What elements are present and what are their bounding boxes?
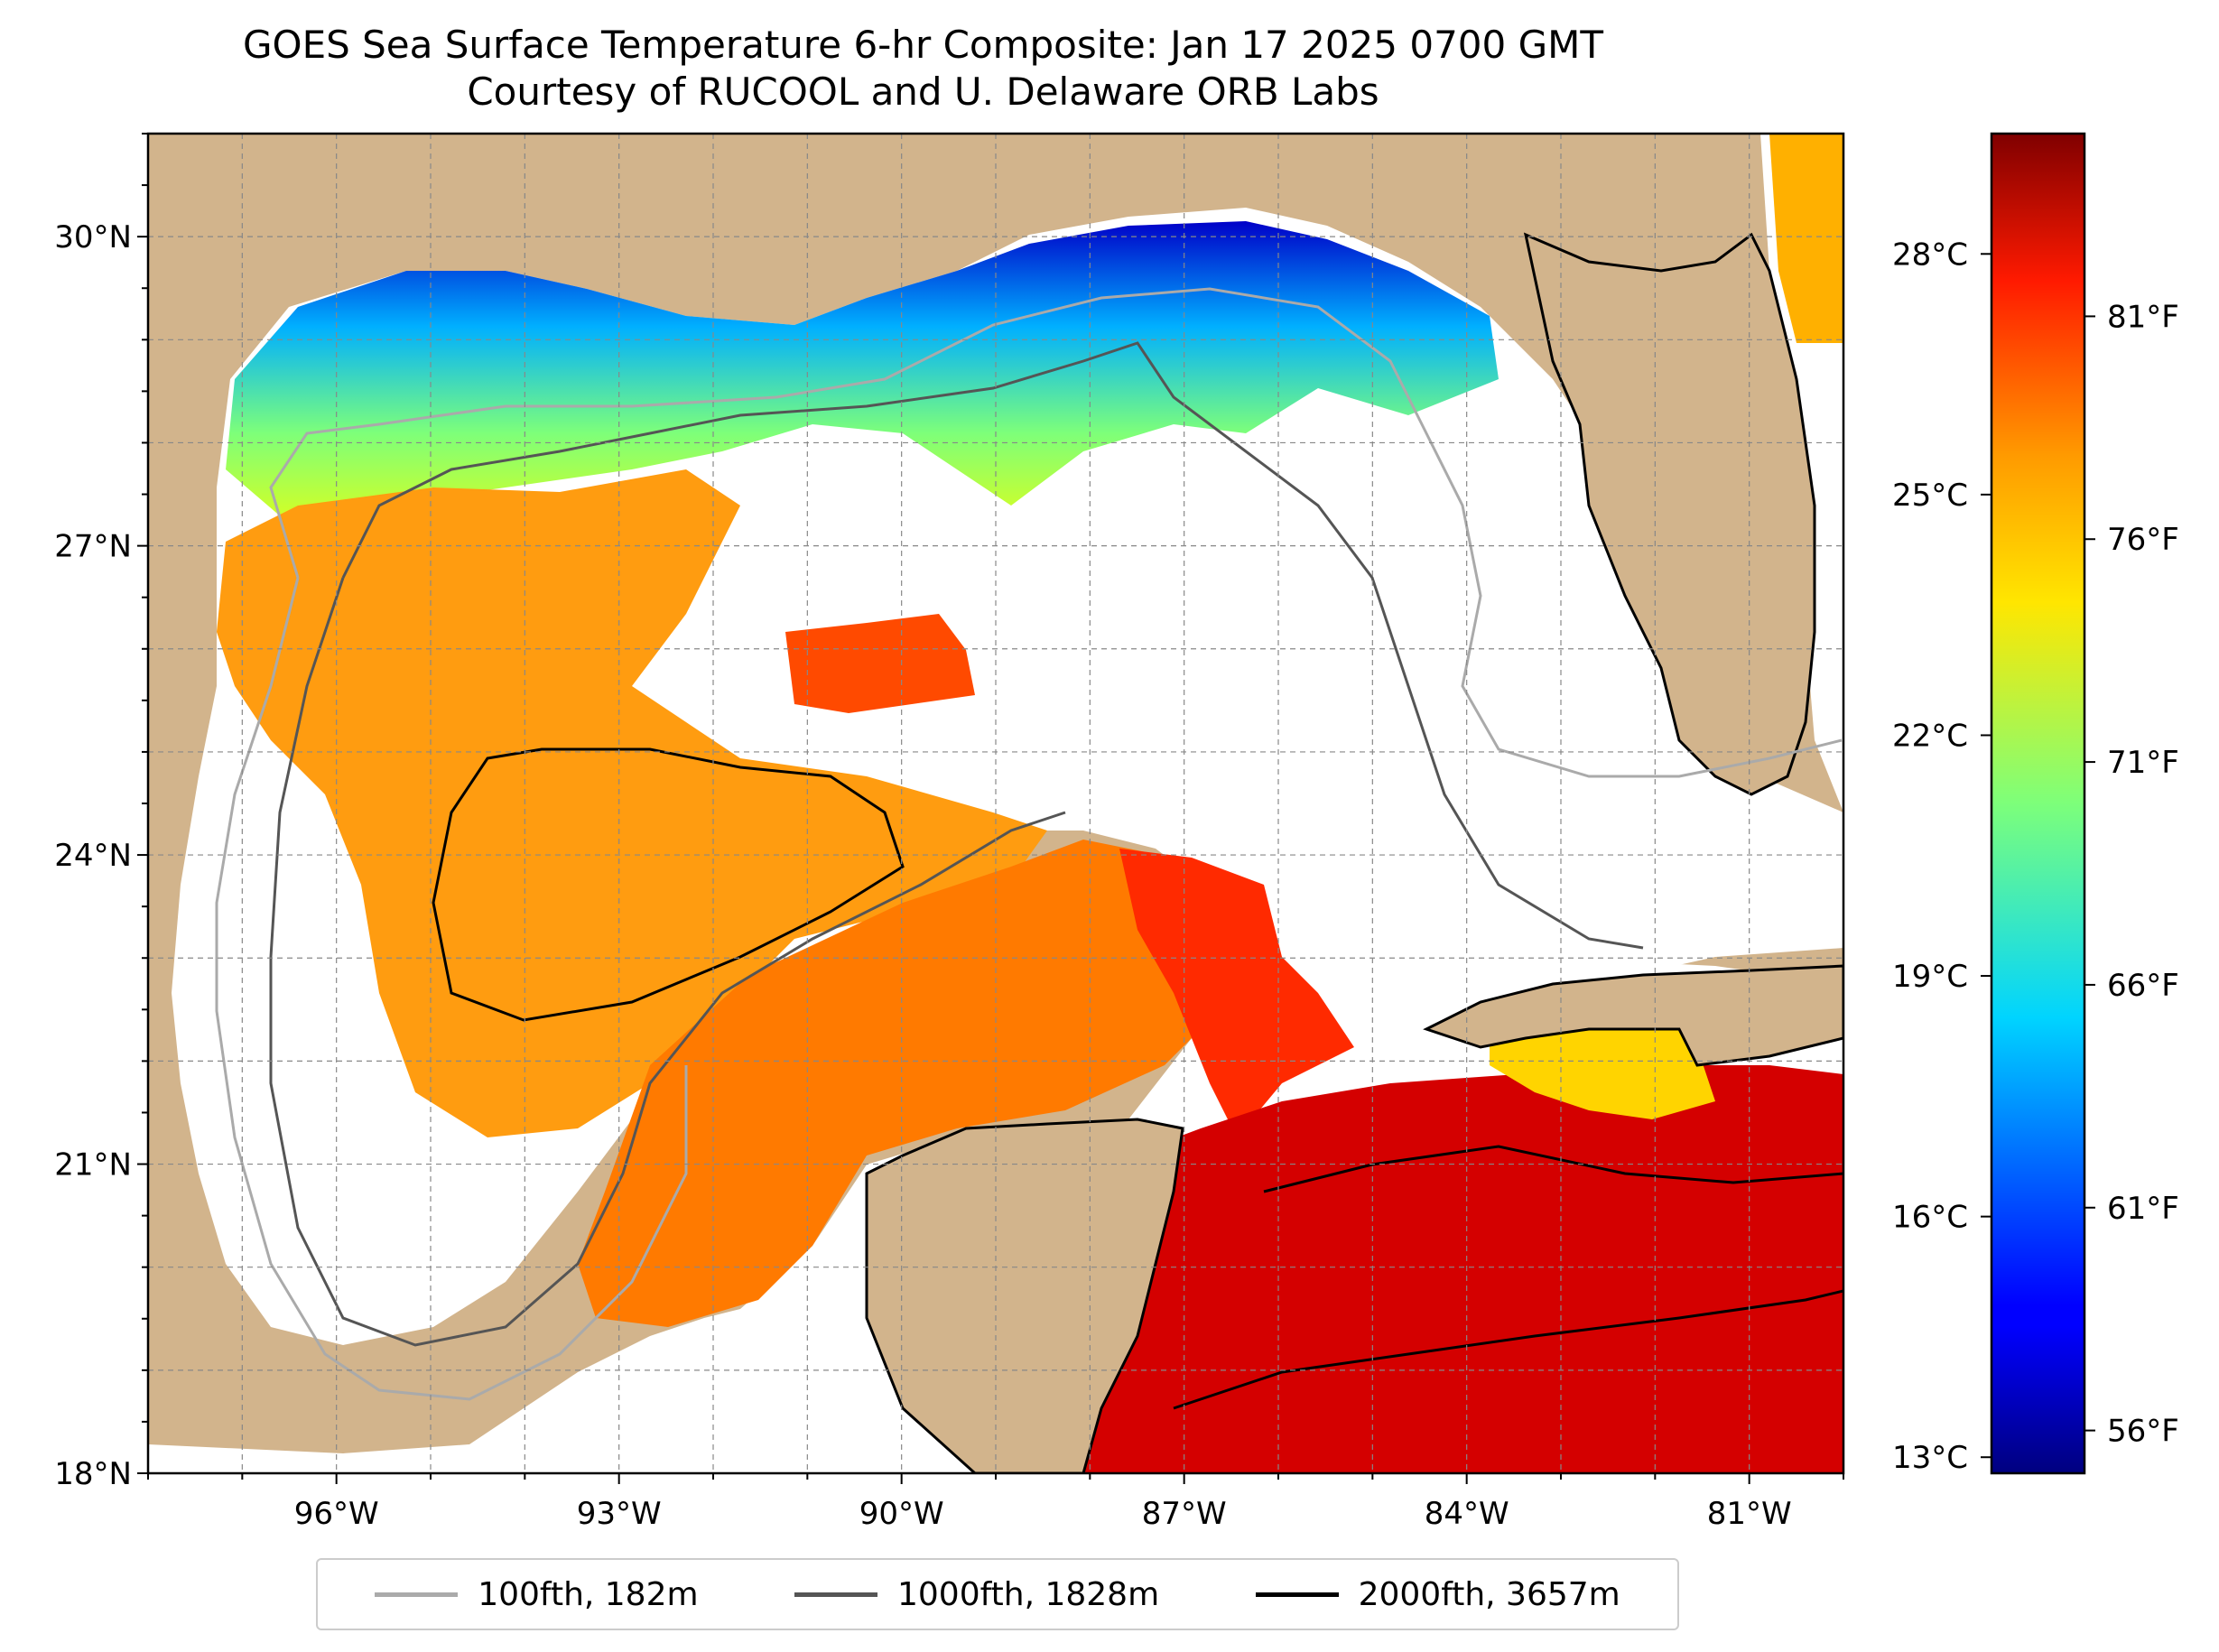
lat-tick-label: 18°N xyxy=(54,1456,132,1492)
legend-label-2000fth: 2000fth, 3657m xyxy=(1358,1575,1620,1613)
bathymetry-legend: 100fth, 182m 1000fth, 1828m 2000fth, 365… xyxy=(316,1558,1679,1630)
lon-tick-label: 84°W xyxy=(1425,1496,1509,1532)
fahrenheit-tick-label: 81°F xyxy=(2107,299,2179,335)
map-subtitle: Courtesy of RUCOOL and U. Delaware ORB L… xyxy=(467,70,1379,114)
contour-2000fth-caribbean xyxy=(1263,1145,1843,1193)
sst-western-gulf xyxy=(217,469,1047,1137)
colorbar xyxy=(1990,132,2086,1475)
contour-100fth-west xyxy=(215,577,688,1401)
celsius-tick-label: 19°C xyxy=(1892,959,1968,995)
lat-tick-label: 24°N xyxy=(54,838,132,874)
yucatan-land xyxy=(865,1118,1184,1473)
lat-tick-label: 21°N xyxy=(54,1147,132,1183)
contour-100fth xyxy=(269,287,1843,778)
sst-loop-current xyxy=(1119,849,1354,1137)
colorbar-celsius-axis: 13°C 16°C 19°C 22°C 25°C 28°C xyxy=(1892,237,1992,1476)
lat-tick-label: 30°N xyxy=(54,219,132,255)
colorbar-fahrenheit-axis: 56°F 61°F 66°F 71°F 76°F 81°F xyxy=(2084,299,2179,1450)
legend-item-2000fth: 2000fth, 3657m xyxy=(1255,1575,1620,1613)
celsius-tick-label: 25°C xyxy=(1892,478,1968,514)
longitude-axis: 96°W 93°W 90°W 87°W 84°W 81°W xyxy=(147,1473,1844,1532)
legend-item-1000fth: 1000fth, 1828m xyxy=(794,1576,1159,1613)
lon-tick-label: 81°W xyxy=(1707,1496,1792,1532)
contour-2000fth-caribbean-2 xyxy=(1173,1289,1843,1410)
contour-2000fth xyxy=(432,747,905,1022)
legend-line-1000fth xyxy=(794,1592,877,1597)
sst-caribbean xyxy=(1083,1065,1843,1473)
contour-1000fth xyxy=(341,341,1644,950)
fahrenheit-tick-label: 56°F xyxy=(2107,1414,2179,1450)
legend-item-100fth: 100fth, 182m xyxy=(375,1575,699,1613)
celsius-tick-label: 28°C xyxy=(1892,237,1968,273)
legend-line-100fth xyxy=(375,1592,459,1597)
gridlines xyxy=(148,134,1843,1473)
lon-tick-label: 93°W xyxy=(577,1496,662,1532)
legend-label-100fth: 100fth, 182m xyxy=(478,1575,699,1613)
sst-southern-gulf xyxy=(578,840,1237,1327)
celsius-tick-label: 16°C xyxy=(1892,1200,1968,1236)
map-area xyxy=(148,134,1843,1473)
lon-tick-label: 87°W xyxy=(1142,1496,1227,1532)
fahrenheit-tick-label: 71°F xyxy=(2107,745,2179,781)
cuba-land xyxy=(1423,964,1843,1067)
legend-label-1000fth: 1000fth, 1828m xyxy=(896,1575,1160,1613)
fahrenheit-tick-label: 66°F xyxy=(2107,968,2179,1004)
celsius-tick-label: 22°C xyxy=(1892,718,1968,754)
map-title: GOES Sea Surface Temperature 6-hr Compos… xyxy=(242,23,1604,67)
sst-mid-patch xyxy=(785,614,975,713)
lon-tick-label: 90°W xyxy=(859,1496,944,1532)
florida-land xyxy=(1523,232,1816,796)
sst-atlantic xyxy=(1769,134,1843,343)
lon-tick-label: 96°W xyxy=(294,1496,379,1532)
sst-cuba-shelf xyxy=(1490,1016,1715,1119)
contour-1000fth-west xyxy=(269,577,1066,1347)
fahrenheit-tick-label: 61°F xyxy=(2107,1191,2179,1227)
lat-tick-label: 27°N xyxy=(54,529,132,565)
celsius-tick-label: 13°C xyxy=(1892,1440,1968,1476)
legend-line-2000fth xyxy=(1255,1592,1339,1597)
fahrenheit-tick-label: 76°F xyxy=(2107,522,2179,558)
sst-northern-shelf xyxy=(226,221,1499,524)
latitude-axis: 18°N 21°N 24°N 27°N 30°N xyxy=(54,133,148,1492)
